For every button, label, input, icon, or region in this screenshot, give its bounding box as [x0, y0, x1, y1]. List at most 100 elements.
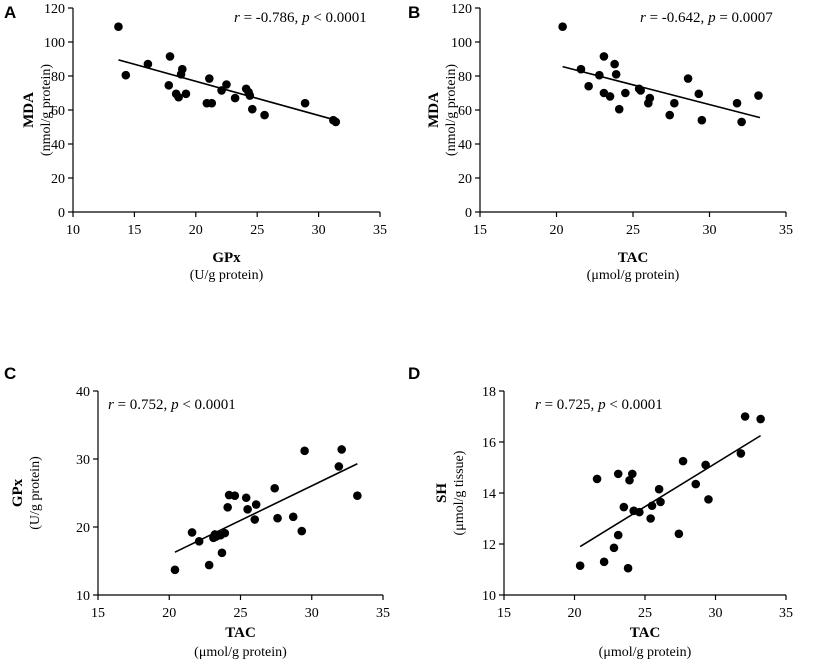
data-point	[704, 495, 713, 504]
panel-letter: C	[4, 364, 16, 383]
data-point	[614, 104, 624, 114]
annotation-p-value: < 0.0001	[179, 397, 236, 413]
y-axis-unit: (μmol/g tissue)	[452, 450, 467, 535]
data-point	[737, 117, 746, 127]
x-tick-label: 20	[550, 223, 564, 238]
data-point	[207, 98, 217, 108]
data-point	[230, 491, 240, 501]
y-axis-unit: (nmol/g protein)	[444, 64, 459, 156]
data-point	[217, 86, 226, 95]
x-axis-unit: (μmol/g protein)	[194, 645, 287, 660]
data-point	[558, 22, 567, 32]
data-point	[636, 86, 645, 95]
data-point	[576, 64, 586, 74]
y-axis-title: MDA	[426, 92, 442, 128]
x-tick-label: 30	[312, 223, 326, 238]
data-point	[754, 91, 763, 100]
annotation-r-value: = -0.786,	[240, 10, 302, 26]
x-tick-label: 20	[162, 606, 176, 621]
data-point	[670, 98, 679, 108]
data-point	[736, 449, 746, 458]
x-tick-label: 15	[91, 606, 105, 621]
data-point	[247, 104, 257, 114]
data-point	[337, 445, 346, 454]
data-point	[694, 89, 704, 99]
annotation-r-value: = 0.752,	[114, 397, 171, 413]
y-tick-label: 16	[482, 436, 496, 451]
data-point	[599, 557, 609, 567]
y-tick-label: 80	[51, 70, 65, 85]
x-tick-label: 25	[234, 606, 248, 621]
x-tick-label: 10	[66, 223, 80, 238]
data-point	[164, 81, 174, 90]
y-tick-label: 40	[51, 138, 65, 153]
x-tick-label: 25	[626, 223, 640, 238]
y-tick-label: 18	[482, 385, 496, 400]
data-point	[353, 491, 362, 501]
correlation-annotation: r = 0.752, p < 0.0001	[108, 397, 236, 413]
x-axis-title: GPx	[212, 250, 241, 266]
y-tick-label: 100	[451, 36, 472, 51]
annotation-r-symbol: r	[234, 10, 240, 26]
data-point	[595, 70, 604, 80]
data-point	[251, 500, 261, 509]
y-axis-title: SH	[434, 483, 450, 503]
annotation-p-value: = 0.0007	[716, 10, 774, 26]
data-point	[635, 507, 644, 517]
correlation-annotation: r = -0.786, p < 0.0001	[234, 10, 367, 26]
data-point	[756, 414, 765, 424]
data-point	[170, 565, 180, 575]
data-point	[610, 59, 619, 69]
data-point	[646, 514, 655, 523]
data-point	[300, 98, 310, 108]
annotation-r-symbol: r	[640, 10, 646, 26]
data-point	[205, 74, 214, 83]
data-point	[701, 460, 710, 470]
x-tick-label: 30	[305, 606, 319, 621]
y-tick-label: 20	[51, 172, 65, 187]
data-point	[165, 52, 175, 61]
data-point	[222, 80, 231, 89]
chart-panel-b: B 0 20 40 60 80 100 120 15 20 25 30 35 MDA (nmol/g pro…	[408, 2, 793, 283]
y-axis-unit: (U/g protein)	[28, 456, 43, 530]
data-point	[697, 115, 707, 125]
annotation-p-symbol: p	[707, 10, 716, 26]
y-tick-label: 14	[482, 487, 496, 502]
data-point	[678, 456, 688, 466]
data-point	[243, 505, 252, 514]
data-point	[187, 528, 197, 537]
annotation-r-symbol: r	[108, 397, 114, 413]
x-tick-label: 35	[373, 223, 387, 238]
x-tick-label: 25	[250, 223, 264, 238]
annotation-p-value: < 0.0001	[310, 10, 367, 26]
y-tick-label: 0	[465, 206, 472, 221]
x-axis-title: TAC	[225, 625, 256, 641]
data-point	[609, 543, 619, 553]
y-tick-label: 30	[76, 453, 90, 468]
data-point	[619, 502, 629, 512]
data-point	[270, 483, 280, 493]
regression-line	[118, 59, 337, 121]
x-axis-unit: (μmol/g protein)	[599, 645, 692, 660]
panel-letter: B	[408, 3, 420, 22]
y-axis-title: MDA	[21, 92, 37, 128]
x-tick-label: 20	[568, 606, 582, 621]
data-point	[217, 548, 227, 558]
x-tick-label: 15	[473, 223, 487, 238]
chart-panel-a: A 0 20 40 60 80 100 120 10 15 20 25 30 35 MDA (nmol/g p…	[4, 2, 387, 283]
data-point	[245, 91, 255, 100]
data-point	[143, 59, 153, 69]
y-tick-label: 60	[51, 104, 65, 119]
y-tick-label: 40	[76, 385, 90, 400]
y-tick-label: 40	[458, 138, 472, 153]
y-tick-label: 20	[458, 172, 472, 187]
data-point	[288, 512, 298, 522]
y-axis-title: GPx	[10, 478, 26, 507]
data-point	[114, 22, 123, 32]
data-point	[592, 474, 602, 484]
y-tick-label: 60	[458, 104, 472, 119]
data-point	[174, 92, 183, 102]
data-point	[194, 536, 204, 546]
